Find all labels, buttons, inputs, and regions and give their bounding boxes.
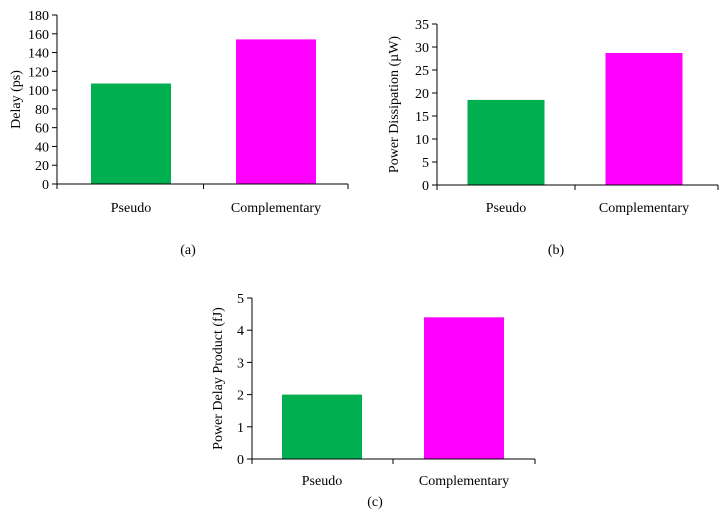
- chart-c-y-tick-label: 4: [237, 324, 244, 339]
- chart-c-y-tick-label: 3: [237, 356, 244, 371]
- chart-b-y-tick-label: 10: [415, 133, 429, 148]
- chart-b-y-tick-label: 20: [415, 87, 429, 102]
- chart-b-category-label: Complementary: [599, 201, 689, 216]
- chart-a-y-tick-label: 120: [28, 65, 49, 80]
- chart-b-caption: (b): [548, 243, 565, 258]
- chart-b-y-tick-label: 35: [415, 18, 429, 33]
- chart-c-category-label: Pseudo: [302, 474, 342, 489]
- chart-a-y-tick-label: 80: [35, 103, 49, 118]
- chart-b-y-tick-label: 25: [415, 64, 429, 79]
- chart-a-y-tick-label: 0: [42, 178, 49, 193]
- chart-c-y-tick-label: 2: [237, 389, 244, 404]
- chart-b-y-tick-label: 15: [415, 110, 429, 125]
- chart-c-bar-complementary: [424, 317, 504, 459]
- chart-b-y-tick-label: 0: [422, 179, 429, 194]
- chart-b-bar-complementary: [605, 52, 683, 186]
- chart-a-y-tick-label: 160: [28, 28, 49, 43]
- chart-a-y-tick-label: 20: [35, 159, 49, 174]
- chart-a-category-label: Pseudo: [111, 201, 151, 216]
- chart-a-y-tick-label: 100: [28, 84, 49, 99]
- chart-c-y-axis-title: Power Delay Product (fJ): [211, 307, 226, 450]
- chart-c-y-tick-label: 5: [237, 292, 244, 307]
- chart-c-bar-pseudo: [282, 394, 362, 459]
- chart-c-caption: (c): [367, 495, 383, 510]
- chart-b-category-label: Pseudo: [486, 201, 526, 216]
- chart-a-bar-pseudo: [91, 83, 171, 184]
- chart-a-category-label: Complementary: [231, 201, 321, 216]
- chart-a-bar-complementary: [236, 39, 316, 185]
- chart-a-y-axis-title: Delay (ps): [9, 70, 24, 129]
- chart-b-bar-pseudo: [467, 99, 545, 185]
- chart-b-y-tick-label: 30: [415, 41, 429, 56]
- chart-a-y-tick-label: 60: [35, 122, 49, 137]
- chart-a-y-tick-label: 40: [35, 140, 49, 155]
- chart-b-y-axis-title: Power Dissipation (µW): [387, 36, 402, 173]
- chart-c-y-tick-label: 1: [237, 421, 244, 436]
- chart-a-caption: (a): [180, 243, 196, 258]
- chart-a-y-tick-label: 180: [28, 9, 49, 24]
- chart-a-y-tick-label: 140: [28, 47, 49, 62]
- chart-b-y-tick-label: 5: [422, 156, 429, 171]
- chart-c-y-tick-label: 0: [237, 453, 244, 468]
- chart-c-category-label: Complementary: [419, 474, 509, 489]
